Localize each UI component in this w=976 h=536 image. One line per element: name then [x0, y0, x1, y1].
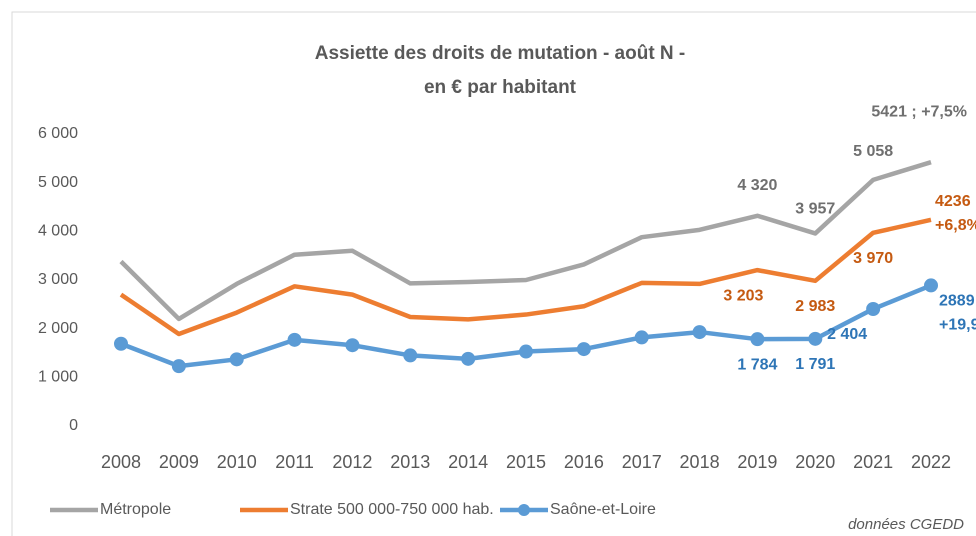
- data-label: 2889 ; +19,9%: [939, 293, 976, 334]
- data-label: 4236 ; +6,8%: [935, 193, 976, 234]
- source-note: données CGEDD: [848, 516, 964, 533]
- y-tick-label: 5 000: [38, 174, 78, 191]
- y-tick-label: 6 000: [38, 125, 78, 142]
- y-tick-label: 4 000: [38, 223, 78, 240]
- data-point: [634, 330, 649, 345]
- chart-title: Assiette des droits de mutation - août N…: [315, 43, 686, 64]
- data-label: 1 784: [737, 356, 777, 373]
- data-point: [576, 342, 591, 357]
- x-tick-label: 2016: [564, 452, 604, 472]
- chart-title: en € par habitant: [424, 77, 577, 98]
- x-tick-label: 2022: [911, 452, 951, 472]
- data-label: 3 970: [853, 250, 893, 267]
- data-point: [924, 278, 938, 293]
- data-point: [461, 351, 476, 366]
- data-label: 2 404: [827, 326, 867, 343]
- x-tick-label: 2011: [275, 452, 314, 472]
- y-tick-label: 0: [69, 417, 78, 434]
- data-point: [866, 302, 881, 317]
- x-tick-label: 2017: [622, 452, 662, 472]
- x-tick-label: 2008: [101, 452, 141, 472]
- data-point: [403, 348, 418, 363]
- data-point: [808, 331, 823, 346]
- x-tick-label: 2018: [680, 452, 720, 472]
- data-label-line: 4236 ;: [935, 193, 976, 210]
- legend-label: Strate 500 000-750 000 hab.: [290, 501, 494, 518]
- data-point: [692, 325, 707, 340]
- data-point: [229, 352, 244, 367]
- data-label: 2 983: [795, 298, 835, 315]
- x-tick-label: 2013: [390, 452, 430, 472]
- data-label-line: +19,9%: [939, 317, 976, 334]
- data-point: [345, 338, 360, 353]
- data-label-line: +6,8%: [935, 217, 976, 234]
- series-line: [119, 160, 932, 322]
- legend-marker: [518, 504, 530, 516]
- chart-frame: [11, 11, 976, 536]
- x-tick-label: 2009: [159, 452, 199, 472]
- data-point: [287, 332, 302, 347]
- data-label: 3 957: [795, 201, 835, 218]
- data-point: [114, 336, 128, 351]
- data-label: 5 058: [853, 143, 893, 160]
- y-tick-label: 1 000: [38, 369, 78, 386]
- data-point: [750, 332, 765, 347]
- legend-label: Saône-et-Loire: [550, 501, 656, 518]
- y-tick-label: 2 000: [38, 320, 78, 337]
- data-label: 1 791: [795, 356, 835, 373]
- data-point: [171, 359, 186, 374]
- x-tick-label: 2014: [448, 452, 488, 472]
- y-tick-label: 3 000: [38, 271, 78, 288]
- x-tick-label: 2012: [332, 452, 372, 472]
- x-tick-label: 2020: [795, 452, 835, 472]
- data-label-line: 2889 ;: [939, 293, 976, 310]
- x-tick-label: 2019: [737, 452, 777, 472]
- x-tick-label: 2015: [506, 452, 546, 472]
- data-label: 5421 ; +7,5%: [871, 103, 967, 120]
- series-line: [119, 217, 932, 337]
- data-point: [519, 344, 533, 359]
- data-label: 4 320: [737, 177, 777, 194]
- x-tick-label: 2021: [853, 452, 893, 472]
- legend-label: Métropole: [100, 501, 171, 518]
- x-tick-label: 2010: [217, 452, 257, 472]
- data-label: 3 203: [723, 287, 763, 304]
